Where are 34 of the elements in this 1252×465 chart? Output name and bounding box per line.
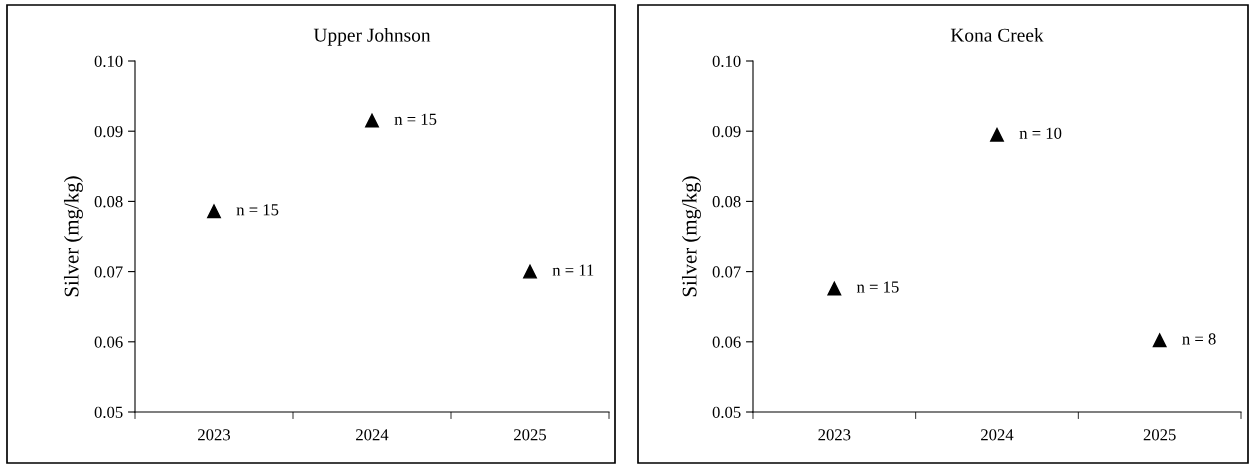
y-tick-label: 0.07 (94, 266, 123, 278)
y-tick-label: 0.10 (94, 55, 123, 68)
x-tick-label: 2025 (1143, 429, 1176, 441)
y-tick-label: 0.09 (712, 125, 741, 138)
y-tick-label: 0.05 (94, 406, 123, 419)
y-tick-label: 0.08 (712, 196, 741, 208)
y-axis-title: Silver (mg/kg) (63, 176, 83, 297)
point (523, 264, 537, 279)
y-tick-label: 0.06 (94, 336, 123, 348)
y-tick-label: 0.08 (94, 196, 123, 208)
annotation: n = 15 (394, 113, 437, 125)
x-tick-label: 2023 (198, 429, 231, 441)
y-tick-label: 0.07 (712, 266, 741, 278)
annotation: n = 11 (552, 264, 594, 276)
x-tick-label: 2025 (514, 429, 547, 441)
annotation: n = 8 (1182, 333, 1216, 345)
point (207, 204, 221, 219)
y-tick-label: 0.09 (94, 125, 123, 138)
y-axis-title: Silver (mg/kg) (681, 176, 701, 297)
y-tick-label: 0.10 (712, 55, 741, 68)
x-tick-label: 2024 (356, 429, 389, 441)
x-tick-label: 2024 (981, 429, 1014, 441)
x-tick-label: 2023 (818, 429, 851, 441)
chart-title: Kona Creek (950, 28, 1044, 42)
point (990, 127, 1004, 142)
chart-title: Upper Johnson (313, 28, 431, 46)
y-tick-label: 0.06 (712, 336, 741, 348)
annotation: n = 15 (236, 204, 279, 216)
point (1152, 333, 1167, 348)
y-tick-label: 0.05 (712, 406, 741, 419)
point (827, 281, 842, 296)
annotation: n = 10 (1019, 127, 1062, 139)
annotation: n = 15 (856, 281, 899, 293)
point (365, 113, 379, 128)
